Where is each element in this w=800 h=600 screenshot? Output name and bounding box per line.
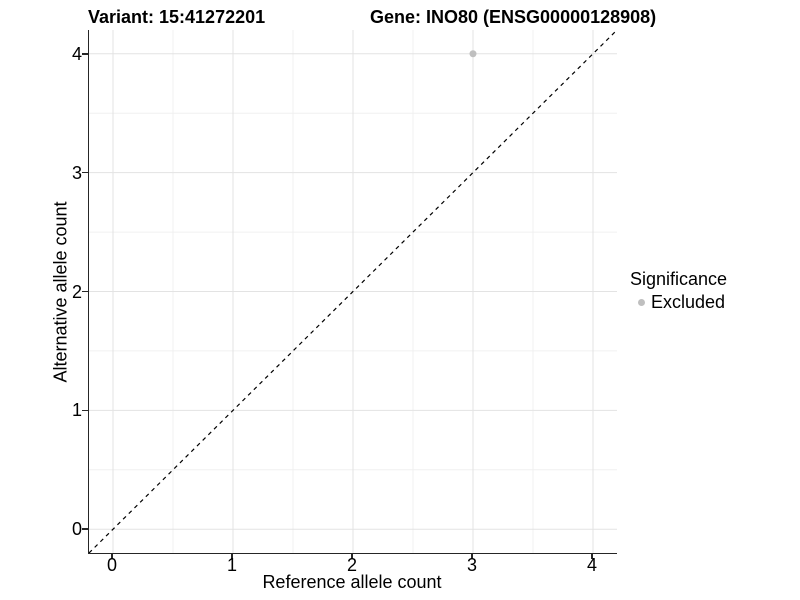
y-tick-label: 4 bbox=[71, 43, 82, 64]
x-tick-label: 4 bbox=[586, 555, 598, 575]
x-tick-label: 3 bbox=[466, 555, 478, 575]
y-tick-mark bbox=[82, 290, 88, 293]
y-axis-title: Alternative allele count bbox=[50, 201, 71, 383]
x-tick-label: 2 bbox=[346, 555, 358, 575]
x-tick-mark bbox=[471, 553, 473, 559]
x-tick-mark bbox=[591, 553, 593, 559]
x-axis-title: Reference allele count bbox=[262, 572, 442, 592]
identity-line bbox=[89, 30, 617, 553]
plot-panel bbox=[88, 30, 617, 554]
legend-item-excluded: Excluded bbox=[630, 292, 727, 312]
legend-title: Significance bbox=[630, 269, 728, 289]
x-tick-mark bbox=[351, 553, 353, 559]
data-point bbox=[469, 50, 477, 58]
x-tick-mark bbox=[231, 553, 233, 559]
x-tick-label: 1 bbox=[226, 555, 238, 575]
x-tick-mark bbox=[111, 553, 113, 559]
y-tick-mark bbox=[82, 53, 88, 55]
plot-title-variant: Variant: 15:41272201 bbox=[88, 7, 266, 27]
y-tick-label: 0 bbox=[71, 519, 82, 540]
y-tick-mark bbox=[82, 528, 88, 530]
legend-point-icon bbox=[638, 298, 645, 306]
legend-item-label: Excluded bbox=[651, 292, 726, 312]
legend: Significance Excluded bbox=[630, 269, 727, 312]
x-tick-label: 0 bbox=[106, 555, 118, 575]
plot-title-gene: Gene: INO80 (ENSG00000128908) bbox=[370, 7, 657, 27]
y-tick-mark bbox=[82, 171, 88, 174]
plot-canvas bbox=[89, 30, 617, 553]
y-tick-mark bbox=[82, 409, 88, 412]
y-tick-label: 3 bbox=[71, 162, 82, 183]
y-tick-label: 2 bbox=[71, 281, 82, 302]
y-tick-label: 1 bbox=[71, 400, 82, 421]
